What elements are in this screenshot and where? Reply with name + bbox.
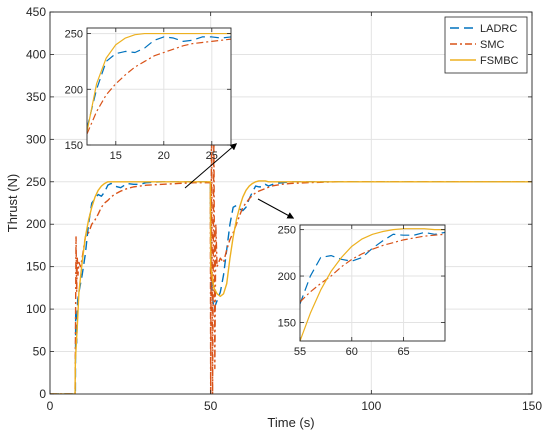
- inset2-x-tick-label: 60: [346, 346, 358, 358]
- legend-label-fsmbc: FSMBC: [480, 55, 519, 67]
- inset2-x-tick-label: 65: [397, 346, 409, 358]
- inset1-series-line-fsmbc: [87, 32, 231, 132]
- main-y-tick-label: 250: [26, 175, 46, 189]
- legend-label-smc: SMC: [480, 39, 505, 51]
- inset1-x-tick-label: 25: [206, 150, 218, 162]
- inset2-series-group: [300, 228, 445, 341]
- inset2-plot-background: [300, 225, 445, 341]
- inset1-y-tick-label: 200: [65, 84, 83, 96]
- inset1-series-line-ladrc: [87, 36, 231, 129]
- main-y-tick-label: 0: [39, 387, 46, 401]
- inset-plot-2: 55 60 65 150 200 250: [278, 224, 446, 358]
- zoom-arrow-2: [257, 198, 295, 219]
- main-series-line-fsmbc: [50, 180, 532, 394]
- main-y-tick-label: 400: [26, 47, 46, 61]
- main-y-tick-label: 150: [26, 260, 46, 274]
- main-x-tick-label: 50: [204, 399, 218, 413]
- inset1-x-tick-label: 15: [110, 150, 122, 162]
- main-y-tick-label: 50: [33, 345, 47, 359]
- inset1-series-group: [87, 32, 231, 135]
- y-axis-label: Thrust (N): [5, 174, 20, 233]
- inset2-y-tick-label: 200: [278, 271, 296, 283]
- legend: LADRC SMC FSMBC: [444, 16, 528, 74]
- inset1-y-tick-label: 250: [65, 29, 83, 41]
- zoom-arrow-1: [184, 143, 238, 189]
- inset1-y-tick-label: 150: [65, 140, 83, 152]
- legend-label-ladrc: LADRC: [480, 23, 517, 35]
- inset2-series-line-fsmbc: [300, 228, 445, 341]
- main-y-tick-label: 450: [26, 5, 46, 19]
- inset2-plot-frame: [299, 224, 446, 342]
- main-x-tick-label: 0: [47, 399, 54, 413]
- legend-box: [444, 16, 528, 74]
- inset1-series-line-smc: [87, 38, 231, 135]
- main-series-line-smc: [50, 113, 532, 394]
- x-axis-label: Time (s): [267, 415, 314, 430]
- inset2-x-tick-label: 55: [294, 346, 306, 358]
- inset1-x-tick-label: 20: [158, 150, 170, 162]
- main-series-line-ladrc: [50, 181, 532, 394]
- main-x-tick-label: 150: [522, 399, 542, 413]
- inset1-plot-frame: [86, 27, 232, 146]
- inset2-series-line-ladrc: [300, 231, 445, 305]
- main-x-tick-label: 100: [361, 399, 381, 413]
- main-plot-frame: [49, 11, 533, 395]
- main-y-tick-label: 200: [26, 217, 46, 231]
- inset2-y-tick-label: 150: [278, 317, 296, 329]
- inset2-series-line-smc: [300, 233, 445, 303]
- main-y-tick-label: 300: [26, 132, 46, 146]
- main-y-tick-label: 350: [26, 90, 46, 104]
- main-y-tick-label: 100: [26, 302, 46, 316]
- inset-plot-1: 15 20 25 150 200 250: [65, 27, 232, 162]
- inset1-plot-background: [87, 28, 231, 145]
- main-series-group: [50, 113, 532, 394]
- inset2-y-tick-label: 250: [278, 225, 296, 237]
